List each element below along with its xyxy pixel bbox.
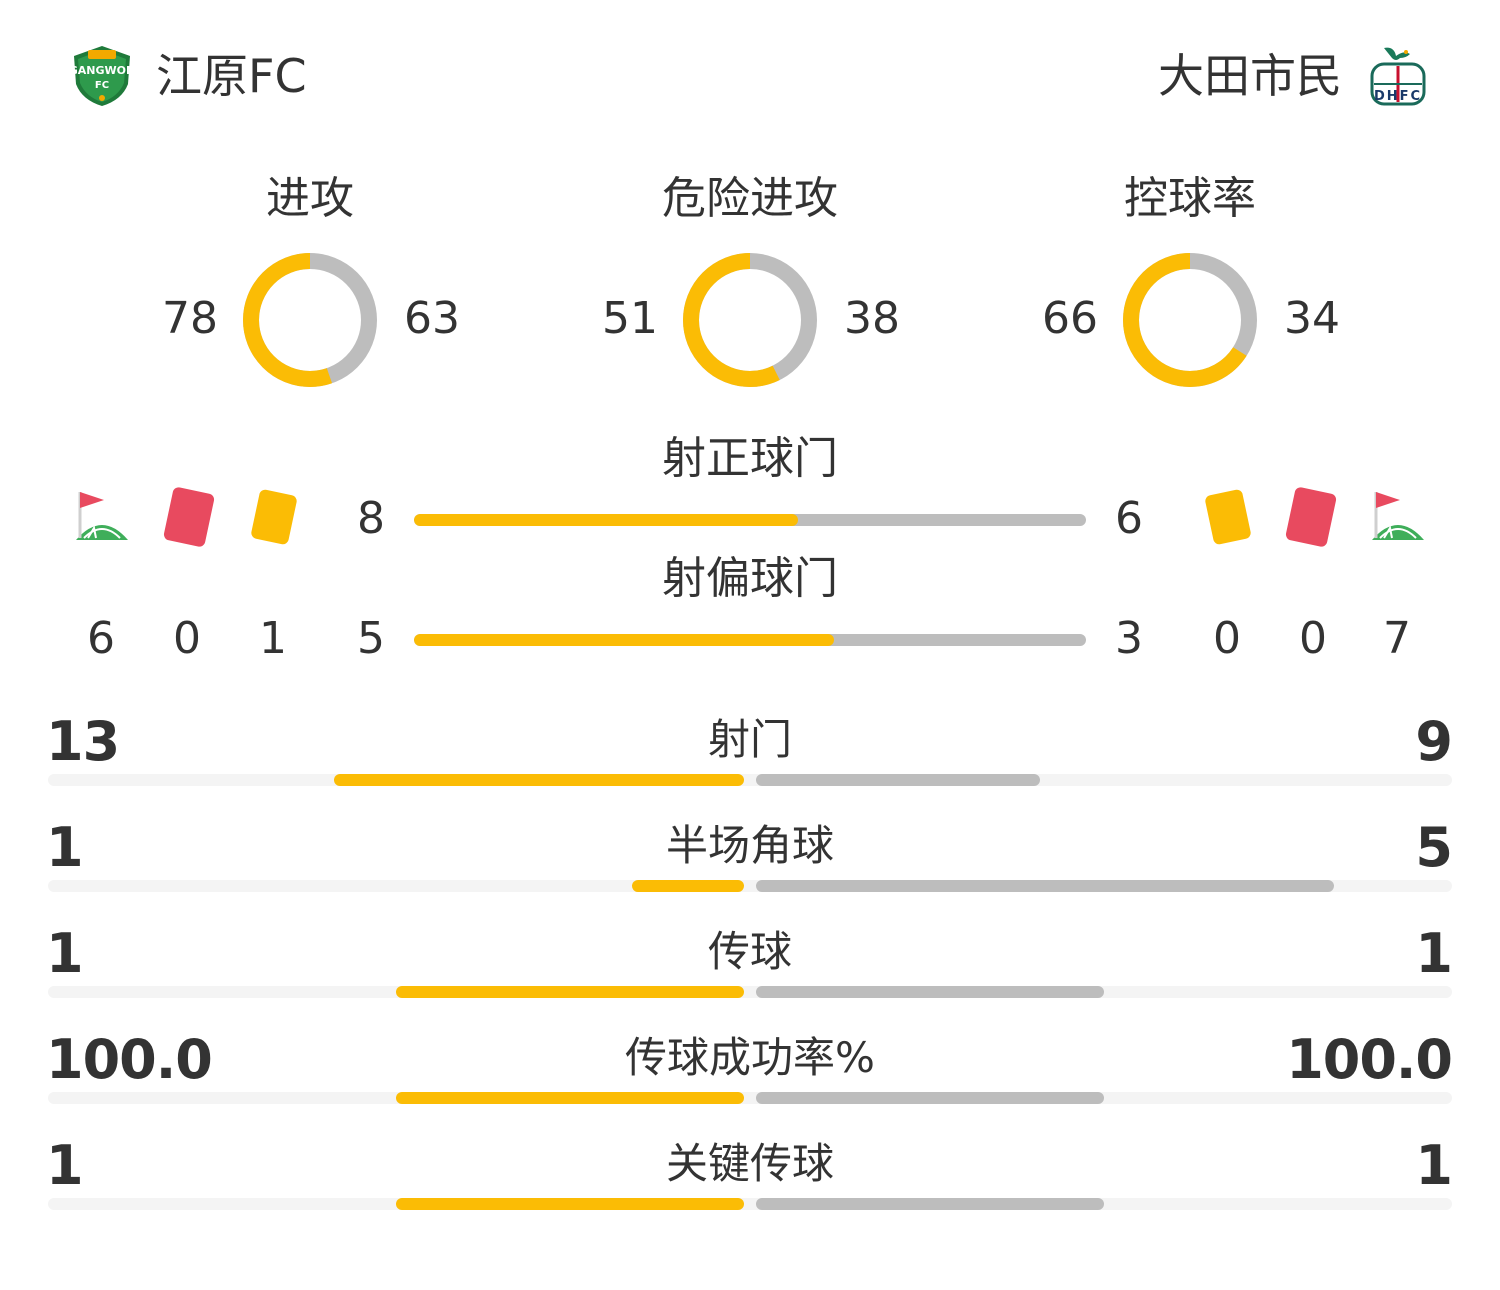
donut-home-segment <box>1123 253 1257 387</box>
shots-off-away-value: 3 <box>1115 613 1143 664</box>
stat-home-bar <box>632 880 744 892</box>
corner-flag-icon <box>1372 492 1424 540</box>
shots-on-home-value: 8 <box>357 493 385 544</box>
donut-away-value: 38 <box>844 293 900 344</box>
stat-home-bar <box>396 1092 744 1104</box>
shots-off-bar <box>414 634 1086 646</box>
stat-track <box>48 1198 1452 1210</box>
away-team-logo: DHFC <box>1370 47 1426 106</box>
red-card-icon <box>1285 487 1337 547</box>
red-card-icon <box>163 487 215 547</box>
stat-away-value: 1 <box>1415 922 1453 985</box>
donut-home-value: 51 <box>602 293 658 344</box>
home-yellow-cards-count: 1 <box>259 613 287 664</box>
shots-on-away-value: 6 <box>1115 493 1143 544</box>
donut-home-value: 78 <box>162 293 218 344</box>
stat-home-value: 1 <box>46 1134 84 1197</box>
shots-off-home-value: 5 <box>357 613 385 664</box>
stat-home-value: 1 <box>46 922 84 985</box>
stat-away-bar <box>756 1198 1104 1210</box>
donut-chart-attack <box>243 253 377 387</box>
svg-text:FC: FC <box>95 80 109 91</box>
stat-label: 射门 <box>707 715 792 764</box>
stat-label: 传球成功率% <box>625 1033 875 1082</box>
shots-on-home-fill <box>414 514 798 526</box>
stat-home-bar <box>334 774 744 786</box>
stat-away-value: 5 <box>1415 816 1453 879</box>
donut-chart-possession <box>1123 253 1257 387</box>
stat-label: 半场角球 <box>665 821 834 870</box>
away-corners-count: 7 <box>1383 613 1411 664</box>
donut-title-dangerous-attack: 危险进攻 <box>662 173 838 224</box>
stat-home-bar <box>396 986 744 998</box>
stat-track <box>48 1092 1452 1104</box>
home-corners-count: 6 <box>87 613 115 664</box>
stat-away-value: 100.0 <box>1286 1028 1453 1091</box>
shots-on-bar <box>414 514 1086 526</box>
stat-away-value: 9 <box>1415 710 1453 773</box>
stat-track <box>48 774 1452 786</box>
stat-label: 传球 <box>707 927 792 976</box>
stat-away-bar <box>756 1092 1104 1104</box>
shots-off-target-title: 射偏球门 <box>662 553 838 604</box>
donut-home-segment <box>243 253 377 387</box>
stat-away-bar <box>756 986 1104 998</box>
stat-home-value: 1 <box>46 816 84 879</box>
shots-on-target-title: 射正球门 <box>662 433 838 484</box>
stat-away-value: 1 <box>1415 1134 1453 1197</box>
stat-home-bar <box>396 1198 744 1210</box>
svg-text:GANGWON: GANGWON <box>70 64 134 77</box>
stat-track <box>48 986 1452 998</box>
away-red-cards-count: 0 <box>1299 613 1327 664</box>
donut-title-possession: 控球率 <box>1124 173 1256 224</box>
donut-home-value: 66 <box>1042 293 1098 344</box>
home-team-logo: GANGWON FC <box>70 46 134 106</box>
home-red-cards-count: 0 <box>173 613 201 664</box>
svg-text:DHFC: DHFC <box>1374 89 1422 104</box>
stat-label: 关键传球 <box>665 1139 834 1188</box>
stat-away-bar <box>756 880 1334 892</box>
donut-title-attack: 进攻 <box>266 173 354 224</box>
stat-home-value: 100.0 <box>46 1028 213 1091</box>
stat-home-value: 13 <box>46 710 120 773</box>
corner-flag-icon <box>76 492 128 540</box>
yellow-card-icon <box>251 489 297 545</box>
away-team-name: 大田市民 <box>1158 49 1342 103</box>
home-team-name: 江原FC <box>156 49 307 103</box>
stat-away-bar <box>756 774 1040 786</box>
donut-away-value: 34 <box>1284 293 1340 344</box>
shots-off-home-fill <box>414 634 834 646</box>
donut-chart-dangerous-attack <box>683 253 817 387</box>
away-yellow-cards-count: 0 <box>1213 613 1241 664</box>
yellow-card-icon <box>1205 489 1251 545</box>
donut-away-value: 63 <box>404 293 460 344</box>
donut-home-segment <box>683 253 817 387</box>
